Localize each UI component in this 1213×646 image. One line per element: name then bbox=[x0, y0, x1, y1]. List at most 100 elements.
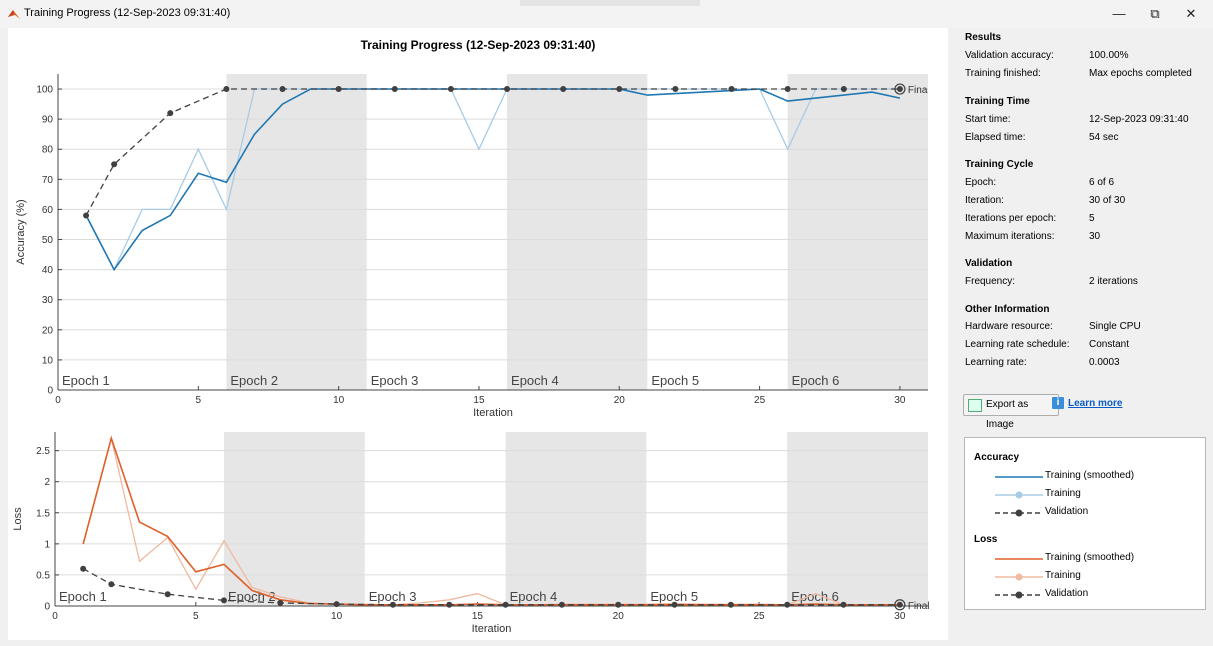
loss-epoch-label: Epoch 3 bbox=[369, 589, 417, 604]
loss-training-line bbox=[82, 438, 900, 606]
accuracy-final-label: Fina bbox=[908, 85, 928, 96]
accuracy-epoch-label: Epoch 3 bbox=[371, 373, 419, 388]
accuracy-x-tick-label: 30 bbox=[894, 395, 906, 406]
legend-loss-title: Loss bbox=[974, 534, 998, 545]
loss-y-tick-label: 1.5 bbox=[36, 508, 50, 519]
info-icon[interactable]: i bbox=[1052, 397, 1064, 409]
accuracy-validation-point bbox=[560, 86, 567, 93]
maximum-iterations-row: Maximum iterations: 30 bbox=[965, 231, 1205, 245]
row-value: Constant bbox=[1089, 339, 1130, 350]
info-panel: Results Validation accuracy: 100.00% Tra… bbox=[962, 28, 1213, 640]
row-label: Validation accuracy: bbox=[965, 50, 1054, 61]
loss-validation-point bbox=[164, 591, 171, 598]
loss-x-tick-label: 15 bbox=[472, 611, 484, 622]
accuracy-validation-point bbox=[111, 161, 118, 168]
iteration-row: Iteration: 30 of 30 bbox=[965, 195, 1205, 209]
loss-validation-point bbox=[220, 597, 227, 604]
learn-more-link[interactable]: Learn more bbox=[1068, 398, 1123, 409]
frequency-row: Frequency: 2 iterations bbox=[965, 276, 1205, 290]
accuracy-x-axis-label: Iteration bbox=[473, 407, 513, 419]
legend-item: Training (smoothed) bbox=[965, 552, 1205, 566]
accuracy-validation-point bbox=[391, 86, 398, 93]
accuracy-validation-point bbox=[616, 86, 623, 93]
legend-swatch bbox=[995, 491, 1043, 499]
loss-y-axis-label: Loss bbox=[12, 507, 24, 531]
accuracy-epoch-label: Epoch 6 bbox=[792, 373, 840, 388]
loss-x-axis-label: Iteration bbox=[472, 623, 512, 635]
export-label: Export as Image bbox=[986, 399, 1029, 430]
legend-label: Training bbox=[1045, 570, 1081, 581]
accuracy-y-tick-label: 40 bbox=[42, 265, 54, 276]
accuracy-y-axis-label: Accuracy (%) bbox=[15, 199, 27, 264]
learning-rate-schedule-row: Learning rate schedule: Constant bbox=[965, 339, 1205, 353]
loss-validation-point bbox=[784, 601, 791, 608]
loss-validation-point bbox=[446, 601, 453, 608]
training-finished-row: Training finished: Max epochs completed bbox=[965, 68, 1205, 82]
loss-final-marker bbox=[894, 599, 906, 611]
loss-validation-point bbox=[108, 581, 115, 588]
accuracy-final-marker bbox=[894, 83, 906, 95]
accuracy-epoch-label: Epoch 1 bbox=[62, 373, 110, 388]
legend-label: Training (smoothed) bbox=[1045, 552, 1135, 563]
loss-x-tick-label: 30 bbox=[894, 611, 906, 622]
accuracy-epoch-band bbox=[787, 74, 928, 390]
loss-y-tick-label: 0.5 bbox=[36, 570, 50, 581]
accuracy-x-tick-label: 0 bbox=[55, 395, 61, 406]
accuracy-validation-point bbox=[335, 86, 342, 93]
accuracy-y-tick-label: 50 bbox=[42, 235, 54, 246]
validation-accuracy-row: Validation accuracy: 100.00% bbox=[965, 50, 1205, 64]
accuracy-y-tick-label: 70 bbox=[42, 175, 54, 186]
restore-button[interactable]: ⧉ bbox=[1150, 6, 1160, 21]
loss-validation-point bbox=[558, 601, 565, 608]
row-label: Iteration: bbox=[965, 195, 1004, 206]
loss-epoch-band bbox=[505, 432, 647, 606]
loss-epoch-label: Epoch 1 bbox=[59, 589, 107, 604]
legend-item: Training (smoothed) bbox=[965, 470, 1205, 484]
accuracy-y-tick-label: 20 bbox=[42, 325, 54, 336]
loss-epoch-label: Epoch 2 bbox=[228, 589, 276, 604]
row-label: Iterations per epoch: bbox=[965, 213, 1057, 224]
loss-validation-point bbox=[277, 599, 284, 606]
loss-validation-point bbox=[896, 601, 903, 608]
accuracy-validation-point bbox=[447, 86, 454, 93]
legend-label: Validation bbox=[1045, 588, 1089, 599]
hardware-resource-row: Hardware resource: Single CPU bbox=[965, 321, 1205, 335]
loss-y-tick-label: 2 bbox=[44, 477, 50, 488]
accuracy-x-tick-label: 5 bbox=[196, 395, 202, 406]
row-value: 12-Sep-2023 09:31:40 bbox=[1089, 114, 1189, 125]
loss-x-tick-label: 0 bbox=[52, 611, 58, 622]
loss-validation-point bbox=[727, 601, 734, 608]
accuracy-validation-point bbox=[504, 86, 511, 93]
row-value: 30 bbox=[1089, 231, 1101, 242]
title-bar: Training Progress (12-Sep-2023 09:31:40)… bbox=[0, 0, 1213, 28]
legend-swatch bbox=[995, 591, 1043, 599]
row-value: 2 iterations bbox=[1089, 276, 1138, 287]
row-label: Learning rate schedule: bbox=[965, 339, 1070, 350]
loss-validation-point bbox=[671, 601, 678, 608]
iterations-per-epoch-row: Iterations per epoch: 5 bbox=[965, 213, 1205, 227]
export-as-image-button[interactable]: Export as Image bbox=[963, 394, 1059, 430]
close-button[interactable]: ✕ bbox=[1185, 6, 1197, 21]
elapsed-time-row: Elapsed time: 54 sec bbox=[965, 132, 1205, 146]
matlab-icon bbox=[8, 10, 20, 19]
legend-label: Validation bbox=[1045, 506, 1089, 517]
learning-rate-row: Learning rate: 0.0003 bbox=[965, 357, 1205, 371]
loss-validation-point bbox=[615, 601, 622, 608]
image-icon bbox=[968, 399, 982, 412]
loss-epoch-band bbox=[223, 432, 365, 606]
accuracy-y-tick-label: 30 bbox=[42, 295, 54, 306]
accuracy-validation-point bbox=[896, 86, 903, 93]
row-label: Training finished: bbox=[965, 68, 1041, 79]
legend-item: Training bbox=[965, 488, 1205, 502]
loss-epoch-label: Epoch 6 bbox=[791, 589, 839, 604]
accuracy-validation-point bbox=[83, 212, 90, 219]
training-progress-figure: Training Progress (12-Sep-2023 09:31:40)… bbox=[8, 28, 948, 640]
loss-epoch-band bbox=[787, 432, 928, 606]
results-heading: Results bbox=[965, 32, 1002, 43]
loss-y-tick-label: 0 bbox=[44, 602, 50, 613]
minimize-button[interactable]: — bbox=[1112, 6, 1126, 21]
other-information-heading: Other Information bbox=[965, 304, 1050, 315]
row-label: Learning rate: bbox=[965, 357, 1027, 368]
validation-heading: Validation bbox=[965, 258, 1013, 269]
row-value: Single CPU bbox=[1089, 321, 1141, 332]
